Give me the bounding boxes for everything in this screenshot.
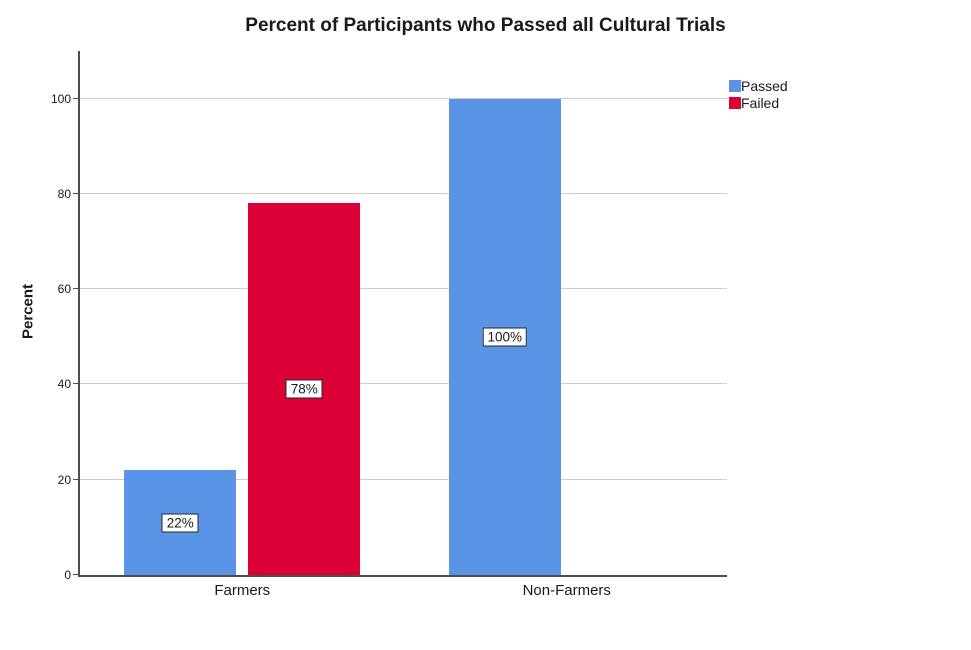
y-tick-label-100: 100 [50, 91, 71, 106]
y-tick-label-20: 20 [57, 472, 71, 487]
y-tick-label-0: 0 [64, 568, 71, 582]
gridline-20 [80, 478, 727, 480]
gridline-80 [80, 192, 727, 194]
chart-title: Percent of Participants who Passed all C… [245, 15, 726, 36]
legend-swatch-failed [729, 96, 741, 109]
y-tick-label-80: 80 [57, 186, 71, 201]
bar-value-label-farmers-failed: 78% [285, 379, 323, 399]
bar-value-label-non-farmers-passed: 100% [482, 327, 528, 347]
legend-label-passed: Passed [741, 77, 788, 94]
y-tick-mark-100 [73, 97, 78, 99]
x-category-label-non-farmers: Non-Farmers [522, 582, 611, 599]
gridline-60 [80, 288, 727, 290]
legend-swatch-passed [729, 79, 741, 92]
y-tick-mark-40 [73, 383, 78, 385]
plot-area: 0 20 40 60 80 100 22% 78% Farmers 100% Non-Farmers [51, 51, 727, 599]
y-tick-label-60: 60 [57, 282, 71, 297]
legend-item-passed: Passed [729, 77, 788, 94]
legend-item-failed: Failed [729, 94, 788, 111]
gridline-40 [80, 383, 727, 385]
y-tick-mark-20 [73, 478, 78, 480]
legend: Passed Failed [729, 77, 788, 111]
y-axis-title: Percent [19, 283, 37, 340]
y-tick-mark-0 [73, 574, 78, 575]
bar-value-label-farmers-passed: 22% [161, 513, 199, 533]
x-category-label-farmers: Farmers [214, 582, 271, 599]
y-tick-mark-80 [73, 192, 78, 194]
y-tick-mark-60 [73, 288, 78, 290]
legend-label-failed: Failed [741, 94, 780, 111]
y-tick-label-40: 40 [57, 377, 71, 392]
gridline-100 [80, 97, 727, 99]
